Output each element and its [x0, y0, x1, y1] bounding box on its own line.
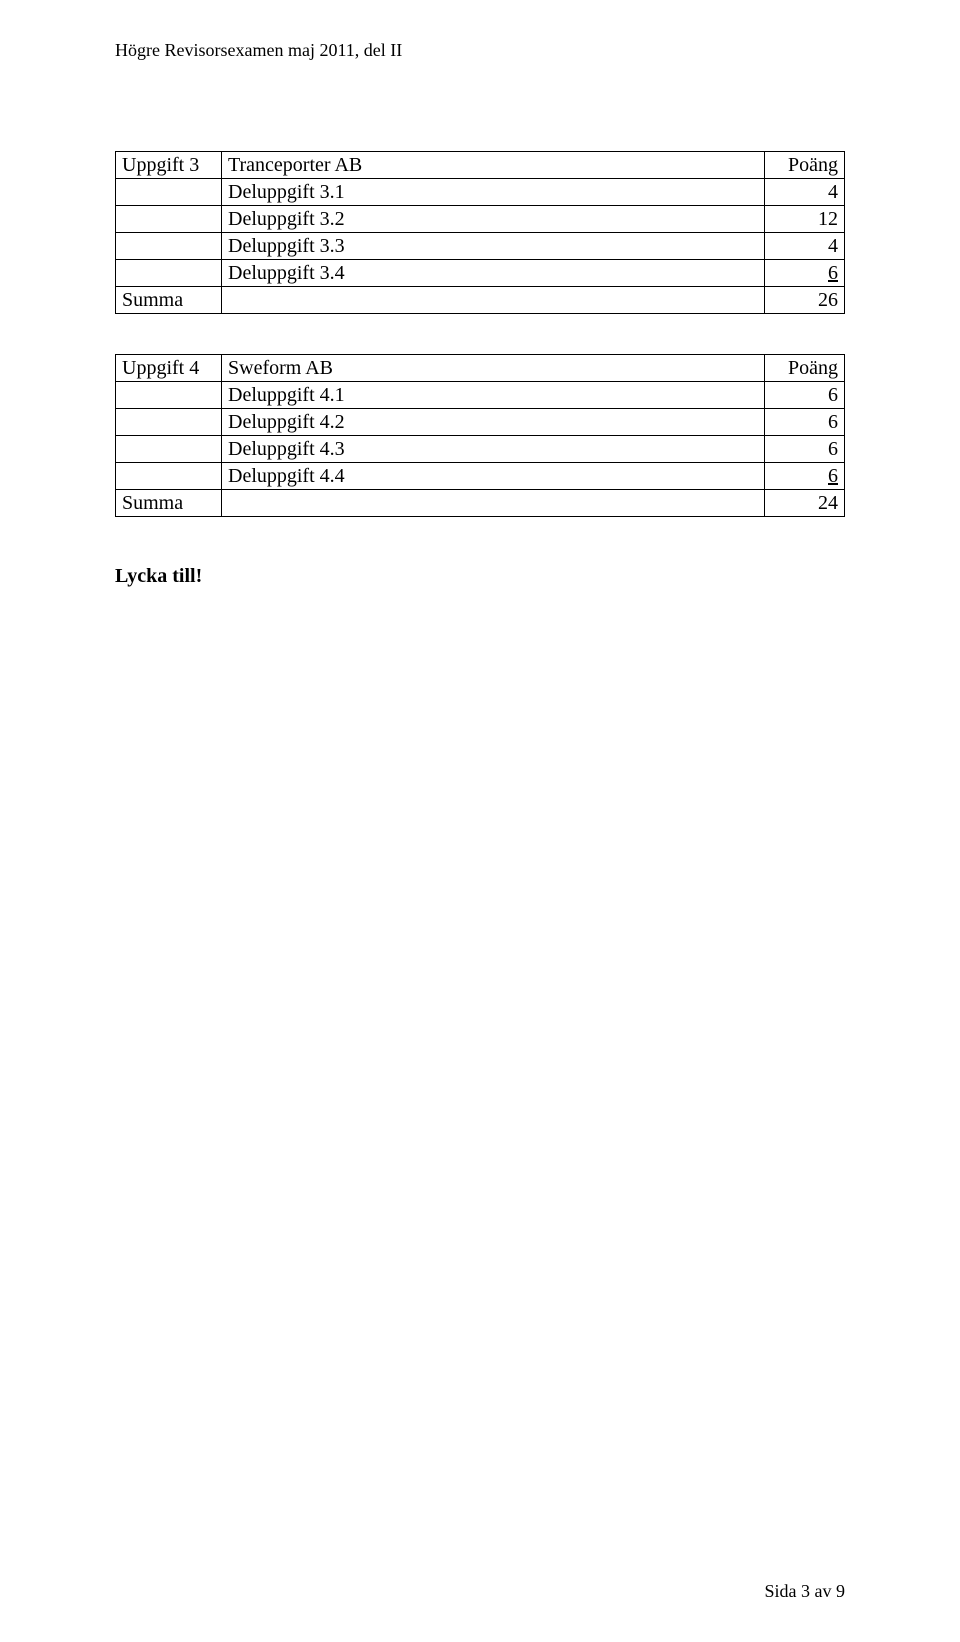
cell-desc [222, 490, 765, 517]
page-footer: Sida 3 av 9 [765, 1581, 846, 1602]
page: Högre Revisorsexamen maj 2011, del II Up… [0, 0, 960, 1642]
cell-label [116, 260, 222, 287]
cell-desc: Deluppgift 3.4 [222, 260, 765, 287]
cell-value: 24 [765, 490, 845, 517]
cell-label: Summa [116, 287, 222, 314]
table-row: Deluppgift 4.4 6 [116, 463, 845, 490]
cell-desc: Deluppgift 4.2 [222, 409, 765, 436]
table-row: Summa 24 [116, 490, 845, 517]
table-row: Uppgift 3 Tranceporter AB Poäng [116, 152, 845, 179]
table-row: Deluppgift 4.1 6 [116, 382, 845, 409]
table-body-2: Uppgift 4 Sweform AB Poäng Deluppgift 4.… [116, 355, 845, 517]
table-row: Deluppgift 4.3 6 [116, 436, 845, 463]
table-row: Deluppgift 3.2 12 [116, 206, 845, 233]
cell-value: 6 [765, 463, 845, 490]
cell-label [116, 382, 222, 409]
cell-label: Summa [116, 490, 222, 517]
cell-value: 6 [765, 409, 845, 436]
cell-label: Uppgift 4 [116, 355, 222, 382]
cell-desc: Tranceporter AB [222, 152, 765, 179]
cell-label [116, 206, 222, 233]
table-row: Deluppgift 3.4 6 [116, 260, 845, 287]
underlined-value: 6 [828, 465, 838, 487]
table-row: Deluppgift 3.1 4 [116, 179, 845, 206]
cell-desc: Deluppgift 3.3 [222, 233, 765, 260]
table-body-1: Uppgift 3 Tranceporter AB Poäng Deluppgi… [116, 152, 845, 314]
cell-label: Uppgift 3 [116, 152, 222, 179]
cell-desc [222, 287, 765, 314]
cell-desc: Deluppgift 4.1 [222, 382, 765, 409]
cell-value: Poäng [765, 152, 845, 179]
cell-label [116, 436, 222, 463]
cell-desc: Deluppgift 3.2 [222, 206, 765, 233]
cell-value: Poäng [765, 355, 845, 382]
cell-label [116, 233, 222, 260]
cell-value: 4 [765, 233, 845, 260]
cell-value: 6 [765, 382, 845, 409]
table-row: Uppgift 4 Sweform AB Poäng [116, 355, 845, 382]
cell-value: 12 [765, 206, 845, 233]
underlined-value: 6 [828, 262, 838, 284]
table-uppgift-3: Uppgift 3 Tranceporter AB Poäng Deluppgi… [115, 151, 845, 314]
cell-value: 4 [765, 179, 845, 206]
table-uppgift-4: Uppgift 4 Sweform AB Poäng Deluppgift 4.… [115, 354, 845, 517]
table-row: Summa 26 [116, 287, 845, 314]
cell-label [116, 463, 222, 490]
closing-text: Lycka till! [115, 565, 845, 588]
page-header: Högre Revisorsexamen maj 2011, del II [115, 40, 845, 61]
cell-value: 6 [765, 436, 845, 463]
cell-desc: Deluppgift 3.1 [222, 179, 765, 206]
cell-desc: Deluppgift 4.3 [222, 436, 765, 463]
cell-label [116, 409, 222, 436]
table-row: Deluppgift 4.2 6 [116, 409, 845, 436]
cell-value: 26 [765, 287, 845, 314]
cell-label [116, 179, 222, 206]
cell-value: 6 [765, 260, 845, 287]
table-row: Deluppgift 3.3 4 [116, 233, 845, 260]
cell-desc: Sweform AB [222, 355, 765, 382]
cell-desc: Deluppgift 4.4 [222, 463, 765, 490]
